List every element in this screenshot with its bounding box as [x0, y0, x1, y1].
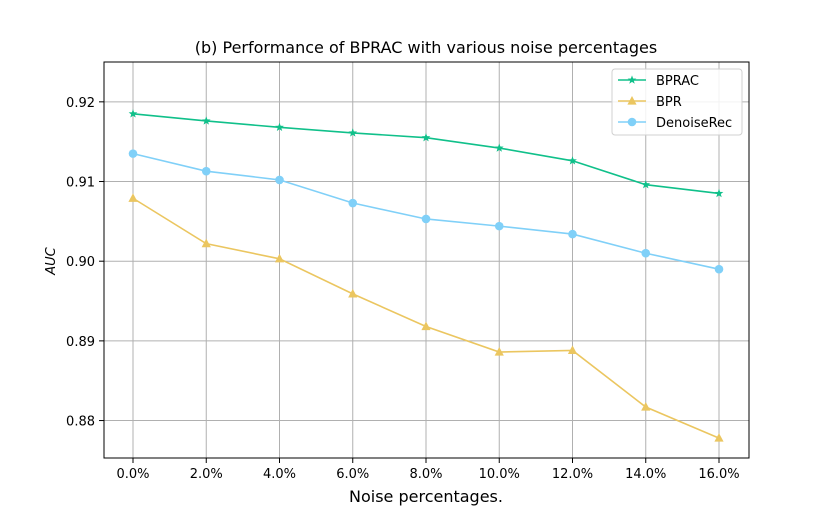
y-tick-label: 0.88	[66, 415, 95, 430]
data-point	[128, 109, 138, 118]
legend-item: BPRAC	[618, 74, 699, 89]
data-point	[714, 264, 724, 274]
legend-frame	[611, 68, 743, 136]
y-tick-label: 0.92	[66, 96, 95, 111]
y-axis-title: AUC	[44, 246, 59, 275]
legend-marker	[627, 117, 637, 127]
x-tick-label: 14.0%	[625, 467, 666, 482]
data-point	[348, 198, 358, 208]
data-point	[568, 229, 577, 239]
x-axis-title: Noise percentages.	[349, 487, 503, 506]
legend-label: DenoiseRec	[656, 116, 732, 131]
data-point	[421, 321, 431, 331]
data-point	[201, 116, 211, 125]
data-point	[421, 214, 431, 224]
legend-item: DenoiseRec	[618, 116, 732, 131]
legend-label: BPR	[656, 95, 682, 110]
data-point	[641, 248, 651, 258]
plot-frame	[103, 61, 750, 459]
axes-layer: 0.0% 2.0% 4.0% 6.0% 8.0% 10.0% 12.0% 14.0% 16.0%…	[66, 61, 750, 482]
series-bprac	[128, 109, 724, 198]
x-tick-label: 16.0%	[698, 467, 739, 482]
y-tick-label: 0.89	[66, 335, 95, 350]
x-tick-label: 4.0%	[263, 467, 296, 482]
data-point	[348, 128, 358, 137]
data-point	[641, 402, 651, 411]
data-point	[641, 180, 651, 189]
series-layer	[128, 109, 724, 442]
data-point	[201, 238, 211, 248]
series-bpr	[128, 193, 724, 442]
y-tick-label: 0.90	[66, 255, 95, 270]
data-point	[494, 143, 504, 152]
x-tick-label: 8.0%	[409, 467, 442, 482]
y-tick-label: 0.91	[66, 176, 95, 191]
legend-marker	[627, 75, 637, 84]
data-point	[568, 156, 577, 165]
data-point	[494, 347, 504, 356]
data-point	[275, 175, 284, 185]
data-point	[128, 149, 138, 158]
data-point	[128, 193, 138, 202]
data-point	[348, 288, 358, 298]
data-point	[274, 253, 285, 263]
data-point	[494, 221, 504, 231]
data-point	[714, 433, 724, 442]
x-tick-label: 2.0%	[190, 467, 223, 482]
legend-item: BPR	[618, 95, 682, 110]
x-tick-label: 0.0%	[116, 467, 149, 482]
data-point	[421, 133, 431, 142]
legend-label: BPRAC	[656, 74, 699, 89]
data-point	[714, 188, 724, 198]
x-tick-label: 6.0%	[336, 467, 369, 482]
data-point	[567, 345, 578, 355]
legend-marker	[627, 96, 637, 105]
data-point	[275, 122, 284, 132]
series-denoiserec	[128, 149, 724, 274]
data-point	[201, 166, 211, 176]
chart-title: (b) Performance of BPRAC with various no…	[195, 38, 657, 57]
x-tick-label: 12.0%	[552, 467, 593, 482]
legend: BPRAC BPR DenoiseRec	[611, 68, 743, 136]
x-tick-label: 10.0%	[479, 467, 520, 482]
